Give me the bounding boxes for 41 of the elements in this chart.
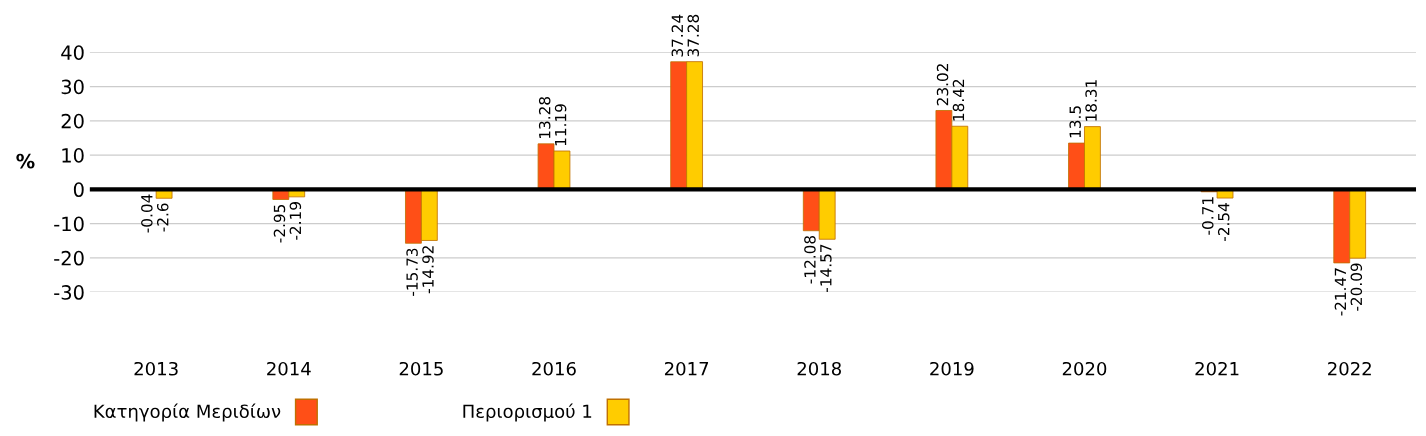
x-tick-label: 2020 [1062, 361, 1107, 376]
data-label: -21.47 [1334, 268, 1346, 316]
x-tick-label: 2017 [664, 361, 709, 376]
data-label: -2.95 [273, 204, 286, 243]
data-label: 13.28 [538, 97, 551, 139]
data-label: 37.24 [671, 14, 684, 57]
data-label: -0.04 [141, 194, 153, 233]
x-tick-label: 2018 [797, 361, 841, 376]
x-tick-label: 2014 [267, 361, 311, 376]
data-label: 11.19 [554, 104, 567, 146]
data-label: -14.92 [422, 246, 434, 294]
data-label: 13.5 [1069, 106, 1081, 138]
x-tick-label: 2019 [930, 361, 974, 376]
legend-label: Κατηγορία Μεριδίων [94, 403, 281, 422]
y-axis-title: % [16, 153, 35, 169]
data-label: -15.73 [406, 248, 418, 296]
y-tick-label: 40 [61, 45, 84, 60]
data-label: -2.19 [289, 202, 302, 240]
data-label: 37.28 [687, 14, 700, 57]
data-label: -0.71 [1202, 197, 1214, 235]
x-tick-label: 2013 [134, 361, 178, 376]
y-tick-label: 0 [73, 182, 84, 198]
y-tick-label: -30 [54, 285, 84, 300]
x-tick-label: 2021 [1195, 361, 1239, 376]
y-tick-label: -20 [54, 250, 84, 266]
data-label: 23.02 [936, 64, 949, 106]
y-tick-label: -10 [54, 216, 84, 232]
x-tick-label: 2022 [1328, 361, 1371, 376]
y-tick-label: 20 [61, 113, 84, 129]
x-tick-label: 2016 [532, 361, 576, 376]
data-label: -14.57 [820, 244, 832, 292]
data-label: -12.08 [804, 235, 816, 284]
data-label: 18.31 [1085, 80, 1097, 121]
data-label: 18.42 [952, 79, 965, 121]
x-tick-label: 2015 [399, 361, 443, 376]
data-label: -2.54 [1217, 203, 1230, 241]
y-tick-label: 30 [61, 79, 84, 95]
legend-label: Περιορισμού 1 [463, 403, 592, 422]
data-label: -20.09 [1350, 263, 1363, 311]
data-label: -2.6 [156, 203, 169, 232]
y-tick-label: 10 [62, 148, 84, 163]
